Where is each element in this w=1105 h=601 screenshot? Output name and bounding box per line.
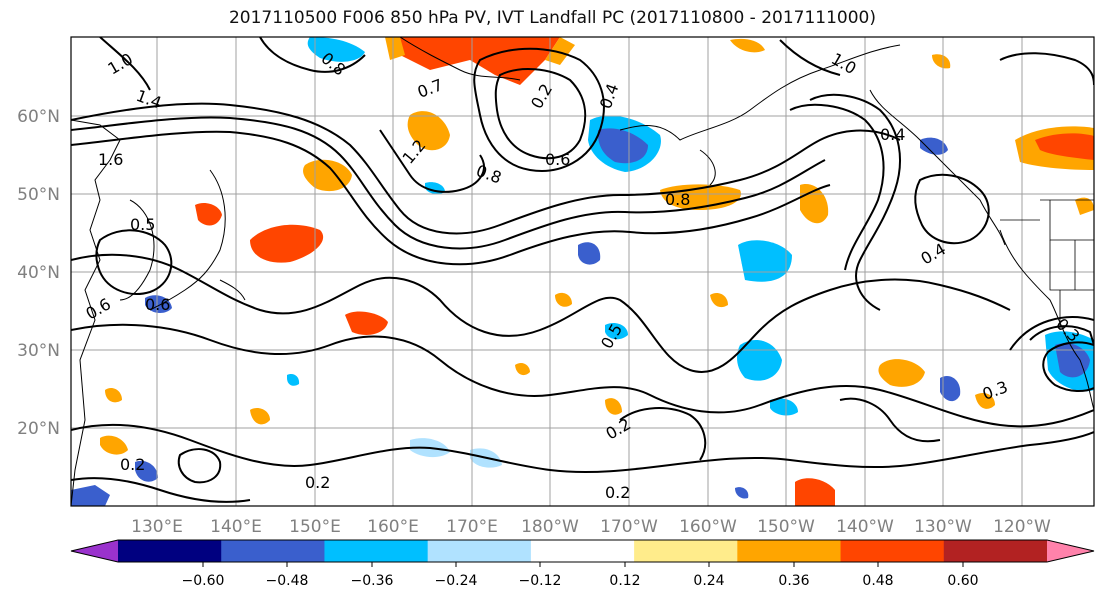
lon-label: 150°E	[289, 517, 341, 537]
colorbar-ticks	[202, 562, 964, 567]
lat-label: 60°N	[17, 107, 60, 127]
colorbar-segment	[840, 540, 945, 562]
lat-label: 40°N	[17, 263, 60, 283]
political-boundaries	[1000, 199, 1094, 330]
lon-label: 150°W	[757, 517, 815, 537]
contour-label: 0.5	[130, 215, 155, 234]
lon-label: 130°W	[914, 517, 972, 537]
lon-label: 120°W	[993, 517, 1051, 537]
colorbar-tick: 0.60	[947, 573, 978, 589]
contour-label: 0.2	[605, 483, 630, 502]
colorbar-tick: −0.48	[266, 573, 309, 589]
contour-label: 0.6	[545, 150, 570, 169]
lon-label: 180°W	[521, 517, 579, 537]
lon-label: 170°E	[446, 517, 498, 537]
lat-label: 50°N	[17, 185, 60, 205]
colorbar-tick-labels: −0.60 −0.48 −0.36 −0.24 −0.12 0.12 0.24 …	[182, 573, 979, 589]
colorbar-segment	[530, 540, 635, 562]
colorbar-tick: −0.12	[519, 573, 562, 589]
colorbar-tick: 0.24	[693, 573, 724, 589]
lat-label: 30°N	[17, 341, 60, 361]
colorbar-segment	[118, 540, 222, 562]
lat-label: 20°N	[17, 419, 60, 439]
contour-label: 1.6	[98, 150, 123, 169]
lon-label: 130°E	[131, 517, 183, 537]
coastlines	[71, 37, 1094, 506]
longitude-labels: 130°E 140°E 150°E 160°E 170°E 180°W 170°…	[131, 517, 1051, 537]
latitude-labels: 60°N 50°N 40°N 30°N 20°N	[17, 107, 60, 439]
lon-label: 140°W	[836, 517, 894, 537]
colorbar-tick: −0.24	[435, 573, 478, 589]
contour-label: 0.2	[120, 455, 145, 474]
lon-label: 170°W	[600, 517, 658, 537]
pv-negative-fills	[71, 37, 1094, 506]
colorbar-segment	[324, 540, 429, 562]
colorbar-tick: 0.12	[609, 573, 640, 589]
colorbar: −0.60 −0.48 −0.36 −0.24 −0.12 0.12 0.24 …	[70, 539, 1095, 589]
plot-frame	[70, 36, 1095, 507]
colorbar-extend-max	[1047, 540, 1094, 562]
colorbar-segments	[71, 540, 1094, 562]
contour-label: 0.4	[880, 125, 905, 144]
lon-label: 160°W	[679, 517, 737, 537]
lon-label: 160°E	[367, 517, 419, 537]
map-title: 2017110500 F006 850 hPa PV, IVT Landfall…	[228, 8, 876, 28]
colorbar-segment	[943, 540, 1048, 562]
colorbar-extend-min	[71, 540, 118, 562]
colorbar-tick: 0.36	[778, 573, 809, 589]
colorbar-tick: 0.48	[862, 573, 893, 589]
colorbar-outline	[70, 539, 1095, 563]
pv-contours	[71, 37, 1094, 503]
contour-label: 0.6	[145, 295, 170, 314]
colorbar-segment	[427, 540, 532, 562]
contour-label: 0.2	[305, 473, 330, 492]
colorbar-segment	[634, 540, 738, 562]
colorbar-tick: −0.60	[182, 573, 225, 589]
colorbar-tick: −0.36	[351, 573, 394, 589]
map-plot-area: 1.0 1.4 1.6 0.8 1.2 0.7 0.2 0.4 0.6 1.0 …	[71, 37, 1094, 506]
lon-label: 140°E	[210, 517, 262, 537]
contour-label: 0.8	[665, 190, 690, 209]
colorbar-segment	[221, 540, 325, 562]
colorbar-segment	[737, 540, 842, 562]
graticule	[71, 37, 1094, 506]
